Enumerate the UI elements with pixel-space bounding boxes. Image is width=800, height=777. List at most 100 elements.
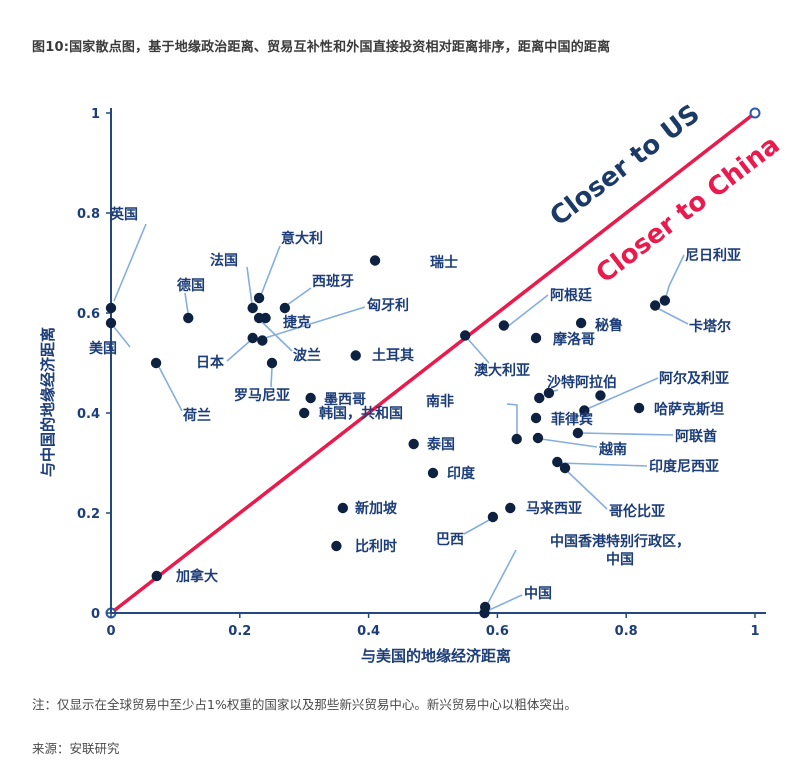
country-label: 英国 <box>109 206 138 223</box>
data-point-dot <box>151 570 162 582</box>
country-label: 西班牙 <box>312 273 354 290</box>
data-point-dot <box>105 302 117 314</box>
country-label: 阿根廷 <box>550 287 593 304</box>
country-label: 比利时 <box>355 538 397 555</box>
data-point-dot <box>532 432 544 444</box>
figure-note: 注：仅显示在全球贸易中至少占1%权重的国家以及那些新兴贸易中心。新兴贸易中心以粗… <box>32 697 577 712</box>
country-label: 罗马尼亚 <box>234 388 290 404</box>
data-point-dot <box>479 607 490 619</box>
data-point-dot <box>257 335 268 346</box>
country-label: 日本 <box>196 354 225 371</box>
data-point-dot <box>649 300 661 311</box>
data-point-dot <box>534 392 545 404</box>
data-point-dot <box>253 312 265 324</box>
leader-line <box>270 366 273 388</box>
country-label: 加拿大 <box>175 568 218 585</box>
country-label: 韩国，共和国 <box>319 405 403 422</box>
data-point-dot <box>559 462 571 474</box>
leader-line <box>463 518 492 535</box>
leader-line <box>261 321 293 352</box>
data-point-dot <box>279 302 291 314</box>
diagonal-end-marker <box>749 107 761 119</box>
country-label: 菲律宾 <box>551 411 593 428</box>
data-point-dot <box>247 332 258 344</box>
country-label: 墨西哥 <box>324 392 366 408</box>
country-label: 泰国 <box>426 436 455 453</box>
data-point-dot <box>543 387 555 399</box>
data-point-dot <box>505 502 516 514</box>
figure-title: 图10:国家散点图，基于地缘政治距离、贸易互补性和外国直接投资相对距离排序，距离… <box>32 40 611 55</box>
leader-line <box>286 287 312 306</box>
country-label: 沙特阿拉伯 <box>547 374 617 391</box>
leader-line <box>656 307 689 325</box>
data-point-dot <box>105 317 117 329</box>
x-axis-title: 与美国的地缘经济距离 <box>361 647 511 665</box>
data-point-dot <box>299 407 310 419</box>
country-label: 阿联酋 <box>675 428 717 445</box>
data-point-dot <box>575 317 587 329</box>
country-label: 秘鲁 <box>595 317 623 334</box>
data-point-dot <box>183 312 194 324</box>
leader-line <box>486 594 523 612</box>
leader-line <box>158 366 183 412</box>
y-tick-label: 0.8 <box>77 207 100 222</box>
country-label: 尼日利亚 <box>685 247 741 264</box>
leader-line <box>586 377 659 410</box>
data-point-dot <box>530 332 542 344</box>
diagonal-line <box>109 111 757 615</box>
country-label: 中国 <box>606 551 634 568</box>
data-point-dot <box>266 357 278 369</box>
leader-line <box>580 432 674 436</box>
data-point-dot <box>572 427 584 439</box>
data-point-dot <box>530 412 542 424</box>
country-label: 印度 <box>447 465 476 482</box>
leader-line <box>540 438 598 448</box>
data-point-dot <box>253 292 265 304</box>
y-tick-label: 0.6 <box>77 307 100 322</box>
y-tick-label: 0.2 <box>77 507 100 522</box>
country-label: 南非 <box>426 393 454 410</box>
data-point-dot <box>337 502 349 514</box>
country-label: 澳大利亚 <box>474 362 530 379</box>
data-point-dot <box>659 295 671 306</box>
leader-line <box>486 549 517 606</box>
x-tick-label: 1 <box>750 624 759 639</box>
data-point-dot <box>633 402 645 414</box>
leader-line <box>566 470 608 510</box>
leader-line <box>506 294 549 328</box>
country-label: 意大利 <box>281 230 323 247</box>
data-point-dot <box>408 438 419 450</box>
data-point-dot <box>247 302 258 314</box>
country-label: 新加坡 <box>355 500 398 517</box>
country-label: 越南 <box>598 441 627 458</box>
x-tick-label: 0.8 <box>615 624 638 639</box>
y-tick-label: 1 <box>91 107 100 122</box>
leader-line <box>466 337 490 364</box>
country-label: 波兰 <box>293 347 321 364</box>
leader-line <box>260 245 281 296</box>
country-label: 哈萨克斯坦 <box>654 401 724 418</box>
country-label: 捷克 <box>283 314 311 331</box>
data-point-dot <box>579 405 590 416</box>
country-label: 摩洛哥 <box>553 331 595 348</box>
data-point-dot <box>552 456 563 468</box>
leader-line <box>226 340 251 362</box>
data-point-dot <box>150 357 162 369</box>
y-axis-title: 与中国的地缘经济距离 <box>39 327 57 477</box>
country-label: 土耳其 <box>372 347 414 364</box>
x-tick-label: 0.6 <box>486 624 509 639</box>
scatter-chart: 0 0.2 0.4 0.6 0.8 1 0 0.2 0.4 0.6 0.8 1 与美国的地缘经济距离 与中… <box>39 99 786 665</box>
country-label: 荷兰 <box>182 407 211 424</box>
y-tick-label: 0 <box>91 607 100 622</box>
country-label: 德国 <box>177 277 205 294</box>
data-point-dot <box>511 433 522 445</box>
country-label: 哥伦比亚 <box>609 503 665 520</box>
country-label: 法国 <box>210 252 238 269</box>
leader-line <box>506 403 518 436</box>
country-label: 马来西亚 <box>526 501 582 517</box>
data-point-dot <box>487 511 499 523</box>
data-point-dot <box>427 467 439 479</box>
country-label: 卡塔尔 <box>689 318 731 335</box>
leader-line <box>184 292 189 314</box>
